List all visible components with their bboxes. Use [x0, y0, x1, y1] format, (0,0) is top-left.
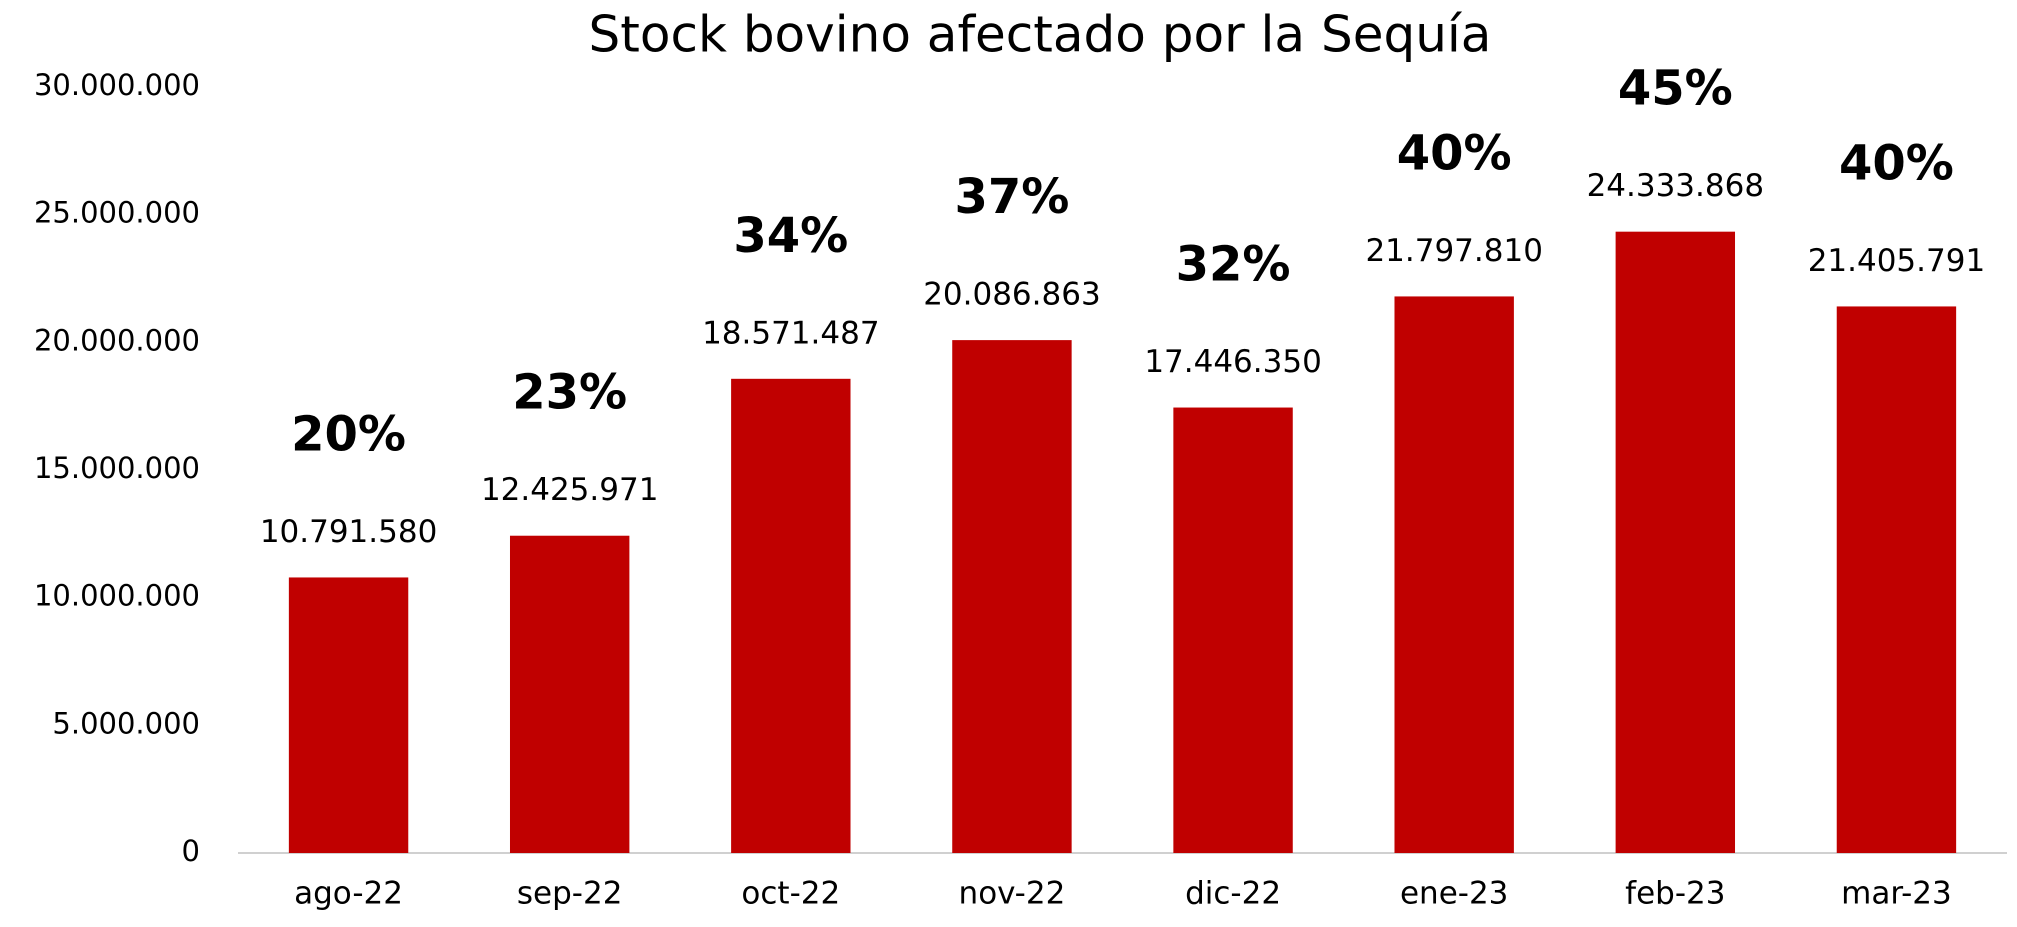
bar	[1836, 306, 1957, 853]
x-tick-label: feb-23	[1625, 876, 1725, 912]
y-tick-label: 5.000.000	[52, 706, 200, 740]
x-tick-label: mar-23	[1841, 876, 1952, 912]
share-label: 32%	[1176, 237, 1291, 293]
bar	[952, 340, 1072, 853]
y-tick-label: 20.000.000	[34, 323, 200, 357]
bar	[1615, 231, 1736, 853]
x-tick-label: sep-22	[517, 876, 623, 912]
y-tick-label: 15.000.000	[34, 451, 200, 485]
value-label: 18.571.487	[702, 315, 880, 351]
y-tick-label: 10.000.000	[34, 579, 200, 613]
bar	[1173, 407, 1293, 853]
bar	[731, 378, 851, 853]
value-label: 20.086.863	[923, 277, 1101, 313]
x-tick-label: dic-22	[1185, 876, 1281, 912]
y-tick-label: 30.000.000	[34, 68, 200, 102]
value-label: 10.791.580	[260, 514, 438, 550]
chart-title: Stock bovino afectado por la Sequía	[589, 6, 1492, 64]
share-label: 23%	[512, 365, 627, 421]
x-tick-label: ene-23	[1400, 876, 1508, 912]
value-label: 21.405.791	[1808, 243, 1986, 279]
x-tick-label: ago-22	[294, 876, 403, 912]
bar	[1394, 296, 1514, 853]
share-label: 45%	[1618, 61, 1733, 117]
value-label: 24.333.868	[1587, 168, 1765, 204]
y-tick-label: 25.000.000	[34, 196, 200, 230]
share-label: 20%	[291, 406, 406, 462]
x-tick-label: nov-22	[959, 876, 1066, 912]
x-tick-label: oct-22	[741, 876, 840, 912]
share-label: 34%	[733, 208, 848, 264]
bar	[509, 535, 630, 853]
share-label: 40%	[1397, 125, 1512, 181]
share-label: 40%	[1839, 135, 1954, 191]
value-label: 21.797.810	[1365, 233, 1543, 269]
value-label: 17.446.350	[1144, 344, 1322, 380]
share-label: 37%	[954, 169, 1069, 225]
value-label: 12.425.971	[481, 472, 659, 508]
y-tick-label: 0	[182, 834, 200, 868]
bar	[288, 577, 409, 853]
